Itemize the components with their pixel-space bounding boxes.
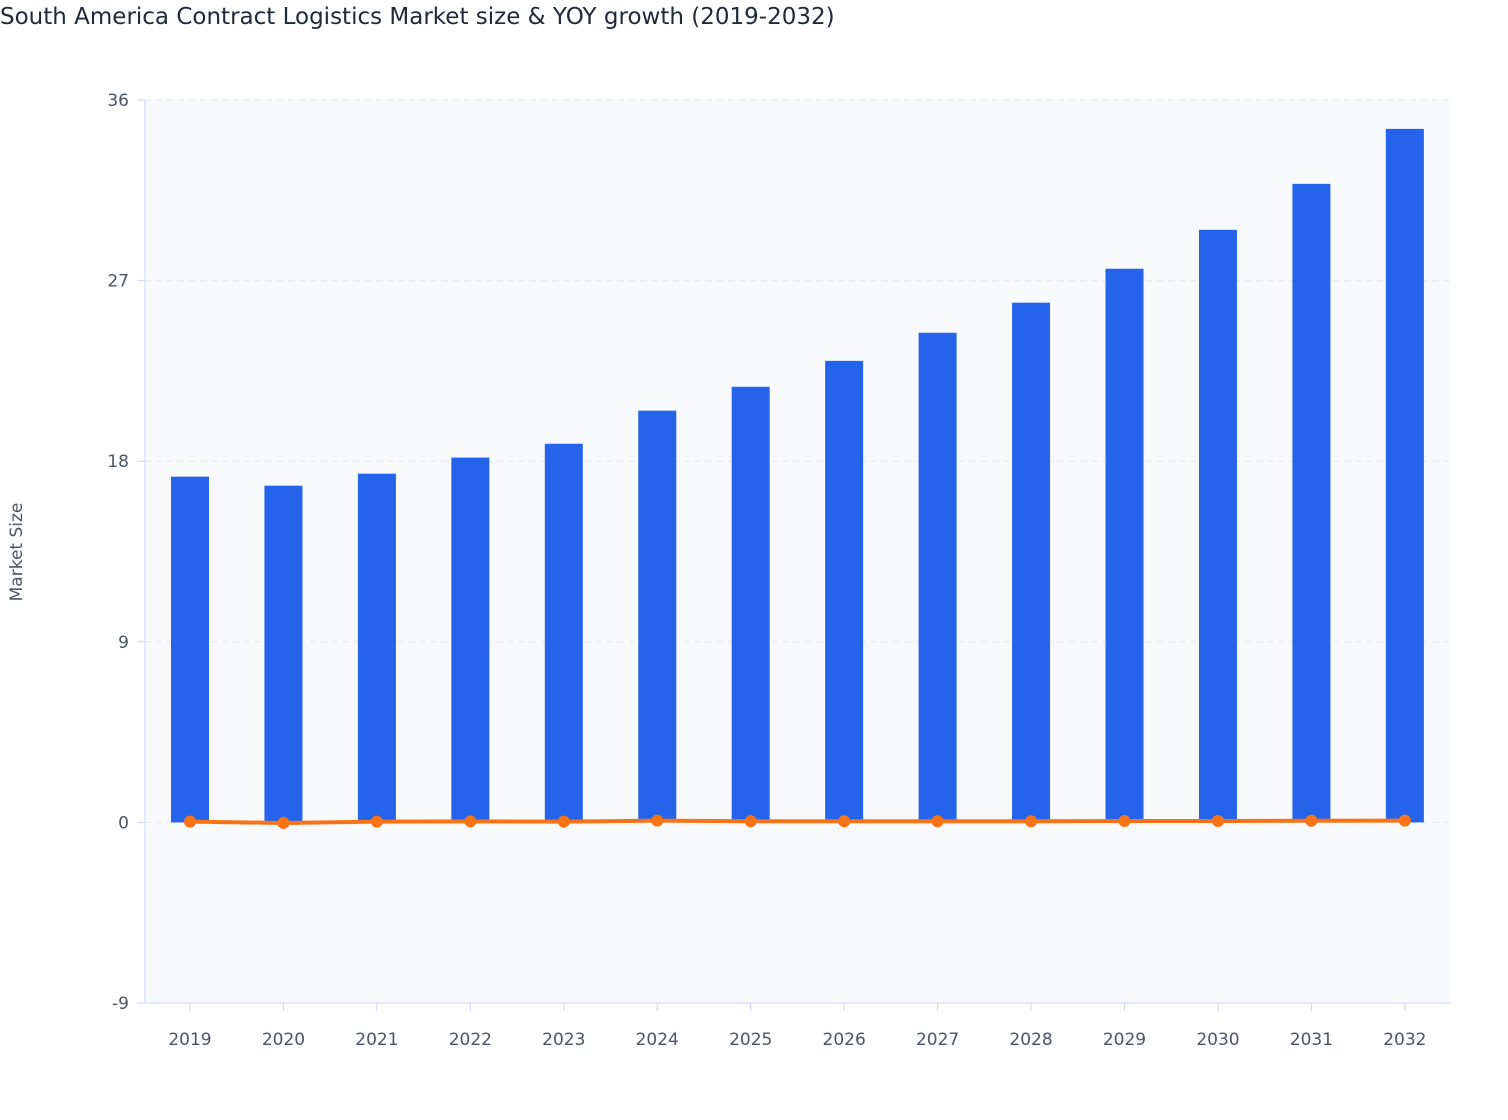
x-tick-label: 2024	[636, 1030, 679, 1050]
x-tick-label: 2031	[1290, 1030, 1333, 1050]
x-tick-label: 2021	[355, 1030, 398, 1050]
y-tick-label: 0	[118, 813, 129, 833]
x-tick-label: 2019	[168, 1030, 211, 1050]
x-tick-label: 2020	[262, 1030, 305, 1050]
growth-point-2027	[931, 815, 944, 828]
growth-point-2029	[1118, 814, 1131, 827]
x-tick-label: 2022	[449, 1030, 492, 1050]
x-tick-label: 2026	[823, 1030, 866, 1050]
growth-point-2025	[744, 815, 757, 828]
bar-2032	[1385, 128, 1424, 823]
bar-2027	[918, 332, 957, 823]
growth-point-2023	[557, 815, 570, 828]
growth-point-2019	[184, 815, 196, 828]
y-tick-label: 9	[118, 633, 129, 653]
growth-point-2031	[1305, 814, 1318, 827]
x-tick-label: 2027	[916, 1030, 959, 1050]
bar-2030	[1198, 229, 1237, 823]
bar-2028	[1012, 302, 1051, 823]
growth-point-2026	[838, 815, 851, 828]
y-axis-title: Market Size	[7, 503, 27, 602]
growth-point-2032	[1398, 814, 1411, 827]
bar-2026	[825, 360, 864, 823]
x-tick-label: 2023	[542, 1030, 585, 1050]
growth-point-2020	[277, 817, 290, 830]
bar-2020	[264, 485, 303, 823]
bar-2031	[1292, 183, 1331, 823]
x-tick-label: 2028	[1009, 1030, 1052, 1050]
bar-2019	[171, 476, 209, 823]
bar-2021	[357, 473, 396, 823]
growth-point-2028	[1025, 815, 1038, 828]
growth-point-2024	[651, 814, 664, 827]
growth-line	[189, 818, 1405, 826]
y-tick-label: 36	[107, 91, 129, 111]
y-tick-label: 27	[107, 272, 129, 292]
bar-2024	[638, 410, 677, 823]
x-tick-label: 2029	[1103, 1030, 1146, 1050]
bar-2029	[1105, 268, 1144, 823]
y-tick-label: -9	[112, 994, 129, 1014]
plot-background	[145, 100, 1450, 1003]
bar-2023	[544, 443, 583, 823]
bar-2025	[731, 386, 770, 823]
x-tick-label: 2032	[1383, 1030, 1426, 1050]
growth-point-2021	[370, 815, 383, 828]
growth-point-2022	[464, 815, 477, 828]
x-tick-label: 2025	[729, 1030, 772, 1050]
x-tick-label: 2030	[1196, 1030, 1239, 1050]
y-tick-label: 18	[107, 452, 129, 472]
chart-title: South America Contract Logistics Market …	[0, 4, 835, 30]
growth-point-2030	[1211, 814, 1224, 827]
bar-2022	[451, 457, 490, 823]
